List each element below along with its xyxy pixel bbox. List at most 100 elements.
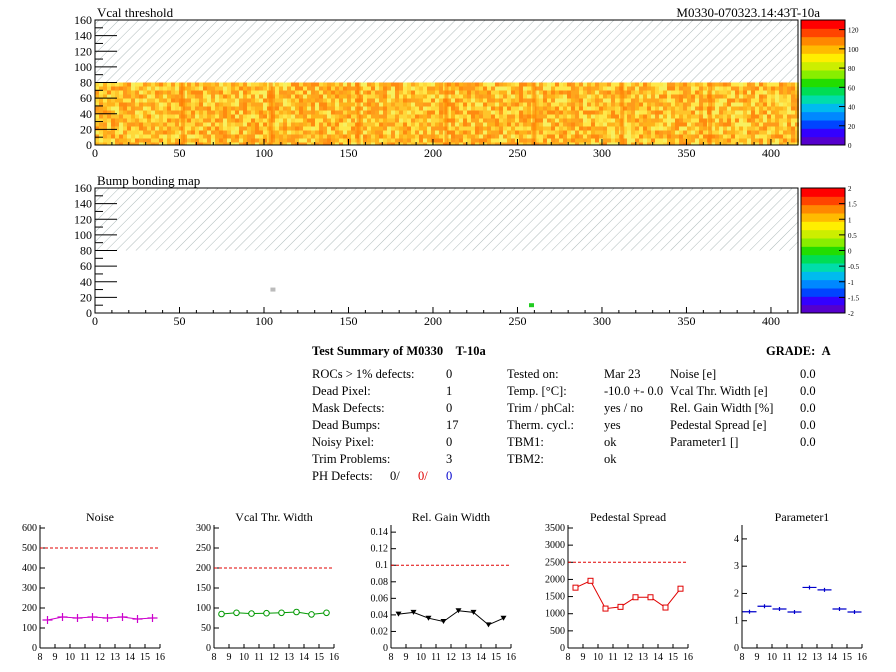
heatmap-cell bbox=[455, 138, 459, 143]
heatmap-cell bbox=[163, 94, 167, 99]
heatmap-cell bbox=[99, 86, 103, 91]
heatmap-cell bbox=[435, 126, 439, 131]
heatmap-cell bbox=[211, 90, 215, 95]
data-point bbox=[757, 604, 772, 609]
heatmap-cell bbox=[655, 106, 659, 111]
heatmap-cell bbox=[127, 126, 131, 131]
heatmap-cell bbox=[683, 138, 687, 143]
heatmap-cell bbox=[147, 102, 151, 107]
heatmap-cell bbox=[451, 86, 455, 91]
heatmap-cell bbox=[599, 122, 603, 127]
heatmap-cell bbox=[639, 82, 643, 87]
heatmap-cell bbox=[263, 126, 267, 131]
heatmap-cell bbox=[407, 90, 411, 95]
heatmap-cell bbox=[463, 90, 467, 95]
heatmap-cell bbox=[663, 110, 667, 115]
heatmap-cell bbox=[599, 98, 603, 103]
heatmap-cell bbox=[391, 138, 395, 143]
heatmap-cell bbox=[295, 86, 299, 91]
heatmap-cell bbox=[459, 142, 463, 145]
heatmap-cell bbox=[795, 114, 799, 119]
heatmap-cell bbox=[127, 134, 131, 139]
heatmap-cell bbox=[271, 82, 275, 87]
condition-value: yes / no bbox=[604, 401, 643, 415]
heatmap-cell bbox=[691, 134, 695, 139]
heatmap-cell bbox=[743, 126, 747, 131]
heatmap-cell bbox=[567, 86, 571, 91]
heatmap-cell bbox=[383, 94, 387, 99]
heatmap-cell bbox=[515, 82, 519, 87]
heatmap-cell bbox=[335, 102, 339, 107]
heatmap-cell bbox=[191, 122, 195, 127]
heatmap-cell bbox=[367, 142, 371, 145]
heatmap-cell bbox=[727, 102, 731, 107]
heatmap-cell bbox=[635, 126, 639, 131]
heatmap-cell bbox=[303, 134, 307, 139]
heatmap-cell bbox=[679, 118, 683, 123]
heatmap-cell bbox=[719, 126, 723, 131]
heatmap-cell bbox=[331, 114, 335, 119]
heatmap-cell bbox=[275, 142, 279, 145]
heatmap-cell bbox=[343, 94, 347, 99]
heatmap-cell bbox=[227, 130, 231, 135]
palette-label: 0 bbox=[848, 248, 852, 256]
x-tick-label: 150 bbox=[339, 146, 357, 160]
x-tick-label: 50 bbox=[173, 146, 185, 160]
heatmap-cell bbox=[335, 142, 339, 145]
heatmap-cell bbox=[239, 114, 243, 119]
heatmap-cell bbox=[623, 110, 627, 115]
heatmap-cell bbox=[235, 130, 239, 135]
heatmap-cell bbox=[675, 110, 679, 115]
palette-label: -2 bbox=[848, 310, 854, 318]
heatmap-cell bbox=[615, 130, 619, 135]
heatmap-cell bbox=[467, 106, 471, 111]
heatmap-cell bbox=[467, 98, 471, 103]
heatmap-cell bbox=[723, 98, 727, 103]
heatmap-cell bbox=[323, 134, 327, 139]
heatmap-cell bbox=[691, 106, 695, 111]
heatmap-cell bbox=[175, 114, 179, 119]
heatmap-cell bbox=[475, 102, 479, 107]
heatmap-cell bbox=[547, 86, 551, 91]
heatmap-cell bbox=[111, 122, 115, 127]
heatmap-cell bbox=[739, 118, 743, 123]
heatmap-cell bbox=[479, 138, 483, 143]
heatmap-cell bbox=[339, 86, 343, 91]
heatmap-cell bbox=[323, 114, 327, 119]
heatmap-cell bbox=[299, 114, 303, 119]
heatmap-cell bbox=[495, 138, 499, 143]
heatmap-cell bbox=[455, 130, 459, 135]
heatmap-cell bbox=[215, 134, 219, 139]
heatmap-cell bbox=[739, 126, 743, 131]
data-point bbox=[602, 605, 609, 612]
y-tick-label: 50 bbox=[201, 623, 211, 634]
heatmap-cell bbox=[535, 118, 539, 123]
heatmap-cell bbox=[687, 102, 691, 107]
heatmap-cell bbox=[787, 90, 791, 95]
heatmap-cell bbox=[687, 134, 691, 139]
heatmap-cell bbox=[183, 130, 187, 135]
heatmap-cell bbox=[227, 90, 231, 95]
heatmap-cell bbox=[663, 90, 667, 95]
palette-step bbox=[801, 36, 845, 46]
heatmap-cell bbox=[715, 94, 719, 99]
defect-value: 0 bbox=[446, 367, 453, 381]
heatmap-cell bbox=[771, 90, 775, 95]
heatmap-cell bbox=[419, 138, 423, 143]
heatmap-cell bbox=[771, 82, 775, 87]
heatmap-cell bbox=[711, 110, 715, 115]
heatmap-cell bbox=[103, 106, 107, 111]
heatmap-cell bbox=[671, 82, 675, 87]
heatmap-cell bbox=[595, 142, 599, 145]
heatmap-cell bbox=[375, 142, 379, 145]
heatmap-cell bbox=[247, 94, 251, 99]
x-tick-label: 16 bbox=[857, 652, 867, 663]
heatmap-cell bbox=[415, 122, 419, 127]
heatmap-cell bbox=[387, 118, 391, 123]
heatmap-cell bbox=[287, 106, 291, 111]
heatmap-cell bbox=[351, 90, 355, 95]
heatmap-cell bbox=[575, 118, 579, 123]
heatmap-cell bbox=[459, 134, 463, 139]
heatmap-cell bbox=[215, 110, 219, 115]
